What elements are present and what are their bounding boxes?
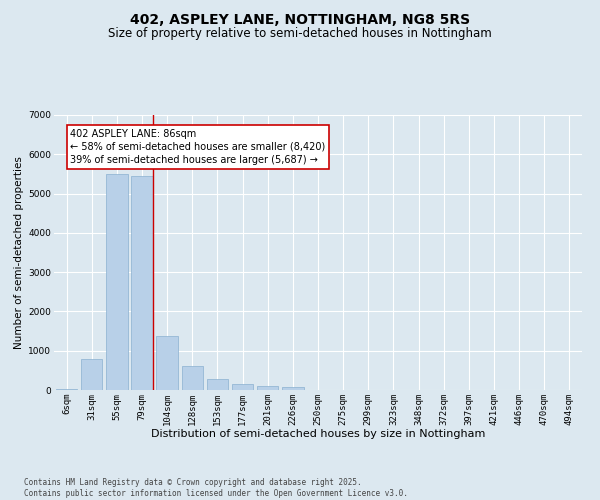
- Text: Size of property relative to semi-detached houses in Nottingham: Size of property relative to semi-detach…: [108, 28, 492, 40]
- Bar: [282, 388, 304, 390]
- Bar: [207, 378, 228, 390]
- Bar: [56, 389, 77, 390]
- Bar: [81, 359, 103, 390]
- Bar: [182, 366, 203, 390]
- Text: 402, ASPLEY LANE, NOTTINGHAM, NG8 5RS: 402, ASPLEY LANE, NOTTINGHAM, NG8 5RS: [130, 12, 470, 26]
- Bar: [131, 176, 152, 390]
- Text: 402 ASPLEY LANE: 86sqm
← 58% of semi-detached houses are smaller (8,420)
39% of : 402 ASPLEY LANE: 86sqm ← 58% of semi-det…: [70, 128, 326, 165]
- Y-axis label: Number of semi-detached properties: Number of semi-detached properties: [14, 156, 24, 349]
- Text: Contains HM Land Registry data © Crown copyright and database right 2025.
Contai: Contains HM Land Registry data © Crown c…: [24, 478, 408, 498]
- Bar: [257, 386, 278, 390]
- Bar: [106, 174, 128, 390]
- X-axis label: Distribution of semi-detached houses by size in Nottingham: Distribution of semi-detached houses by …: [151, 429, 485, 439]
- Bar: [157, 336, 178, 390]
- Bar: [232, 384, 253, 390]
